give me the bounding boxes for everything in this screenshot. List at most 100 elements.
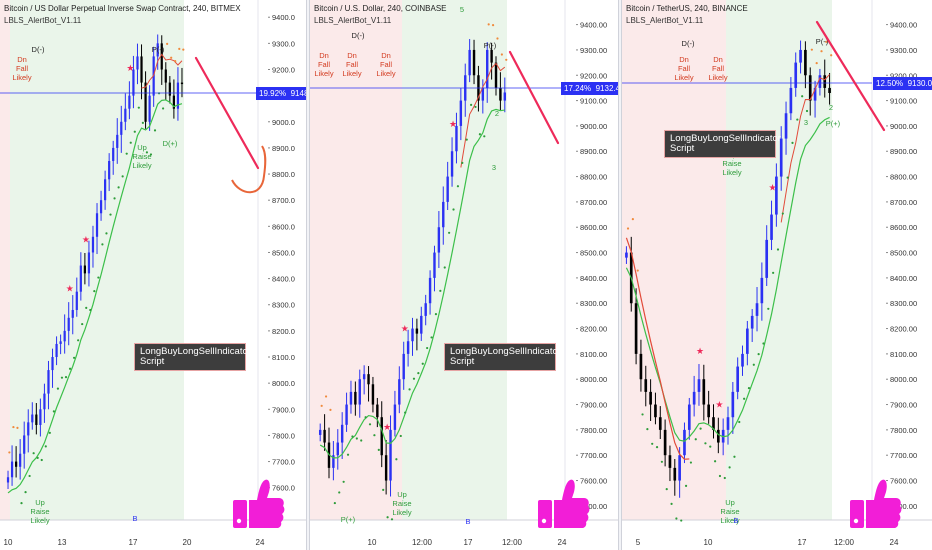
- y-tick-label: 8100.00: [580, 350, 607, 359]
- panel-separator[interactable]: [306, 0, 310, 550]
- candle-up: [349, 391, 353, 405]
- candle-up: [750, 315, 754, 329]
- bullish-zone: [402, 0, 450, 520]
- signal-label-down: Dn: [381, 51, 391, 60]
- y-tick-label: 7800.0: [272, 431, 295, 440]
- candle-up: [124, 108, 127, 122]
- y-tick-label: 8500.0: [272, 248, 295, 257]
- y-tick-label: 8800.00: [580, 173, 607, 182]
- chart-panel-bitmex[interactable]: 9400.09300.09200.09100.09000.08900.08800…: [0, 0, 311, 550]
- chart-canvas-binance[interactable]: 9400.00 9300.00 9200.00 9100.00 9000.00 8900.…: [622, 0, 932, 550]
- sar-dot: [113, 197, 116, 200]
- signal-label-down: Fall: [318, 60, 330, 69]
- sar-dot: [85, 306, 88, 309]
- signal-label-up: Raise: [30, 507, 49, 516]
- sar-dot: [728, 466, 731, 469]
- chart-title: Bitcoin / TetherUS, 240, BINANCE: [626, 4, 748, 13]
- signal-marker-label: B: [733, 516, 738, 525]
- candle-down: [673, 467, 677, 481]
- sar-dot: [320, 404, 323, 407]
- sar-dot: [89, 308, 92, 312]
- sar-dot: [665, 488, 668, 491]
- signal-label-down: Dn: [713, 55, 723, 64]
- candle-up: [779, 138, 783, 177]
- sar-dot: [355, 437, 358, 440]
- candle-up: [336, 442, 339, 456]
- candle-up: [104, 179, 107, 201]
- y-tick-label: 8800.00: [890, 173, 917, 182]
- sar-dot: [36, 456, 39, 460]
- candle-up: [459, 100, 463, 126]
- price-tag-value: 9130.00: [907, 79, 932, 88]
- signal-label-down: Dn: [17, 55, 27, 64]
- sar-dot: [133, 130, 136, 133]
- candle-up: [736, 366, 740, 392]
- y-tick-label: 7700.00: [890, 451, 917, 460]
- bullish-zone: [46, 0, 100, 520]
- sar-dot: [694, 438, 697, 441]
- y-tick-label: 8200.00: [580, 325, 607, 334]
- sar-dot: [791, 141, 794, 144]
- candle-up: [332, 455, 335, 468]
- signal-label-down: Dn: [319, 51, 329, 60]
- candle-up: [468, 49, 471, 76]
- bullish-zone: [726, 0, 752, 520]
- sar-dot: [44, 445, 47, 448]
- sar-dot: [796, 118, 799, 121]
- signal-marker-label: 2: [495, 109, 499, 118]
- moving-average-line: [7, 99, 183, 494]
- sar-dot: [24, 491, 27, 494]
- sar-dot: [452, 208, 455, 211]
- y-tick-label: 9400.00: [580, 21, 607, 30]
- sar-dot: [655, 446, 659, 449]
- sar-dot: [52, 410, 55, 413]
- candle-up: [741, 353, 744, 367]
- drawn-trend-arrow: [194, 56, 260, 170]
- candle-down: [164, 69, 167, 83]
- sar-dot: [377, 448, 380, 451]
- y-tick-label: 7800.00: [890, 426, 917, 435]
- sar-dot: [762, 342, 765, 345]
- chart-panel-binance[interactable]: 9400.00 9300.00 9200.00 9100.00 9000.00 8900.…: [622, 0, 932, 550]
- sar-dot: [483, 135, 486, 138]
- signal-label-up: Raise: [132, 152, 151, 161]
- x-tick-label: 17: [464, 538, 473, 547]
- sar-dot: [129, 141, 132, 144]
- sar-dot: [626, 227, 630, 230]
- indicator-label: LBLS_AlertBot_V1.11: [314, 16, 392, 25]
- panel-separator[interactable]: [618, 0, 622, 550]
- candle-down: [658, 417, 662, 430]
- y-tick-label: 7600.00: [890, 477, 917, 486]
- signal-marker-label: 3: [492, 163, 496, 172]
- y-tick-label: 7600.0: [272, 484, 295, 493]
- sar-dot: [704, 442, 707, 445]
- sar-dot: [767, 307, 770, 310]
- sar-dot: [718, 474, 722, 478]
- candle-down: [663, 429, 667, 456]
- sar-dot: [105, 232, 108, 235]
- candle-up: [770, 214, 773, 240]
- sar-dot: [333, 501, 336, 505]
- candle-up: [455, 125, 458, 152]
- sar-dot: [646, 428, 649, 431]
- x-tick-label: 10: [4, 538, 13, 547]
- chart-panel-coinbase[interactable]: 9400.00 9300.00 9200.00 9100.00 9000.00 8900.…: [310, 0, 622, 550]
- y-tick-label: 9000.0: [272, 118, 295, 127]
- sar-dot: [714, 460, 717, 463]
- signal-marker-label: P(-): [484, 41, 497, 50]
- thumb-cuff: [233, 500, 247, 528]
- candle-up: [726, 417, 730, 430]
- candle-down: [354, 391, 357, 405]
- sar-dot: [97, 276, 100, 279]
- chart-canvas-bitmex[interactable]: 9400.09300.09200.09100.09000.08900.08800…: [0, 0, 311, 550]
- sar-dot: [723, 476, 726, 480]
- sar-dot: [12, 425, 15, 429]
- thumb-cuff-dot: [853, 518, 859, 524]
- candle-up: [10, 461, 14, 478]
- signal-label-up: Up: [35, 498, 45, 507]
- candle-up: [481, 87, 485, 101]
- sar-dot: [820, 50, 823, 53]
- x-tick-label: 12:00: [412, 538, 433, 547]
- candle-up: [746, 328, 749, 354]
- chart-canvas-coinbase[interactable]: 9400.00 9300.00 9200.00 9100.00 9000.00 8900.…: [310, 0, 622, 550]
